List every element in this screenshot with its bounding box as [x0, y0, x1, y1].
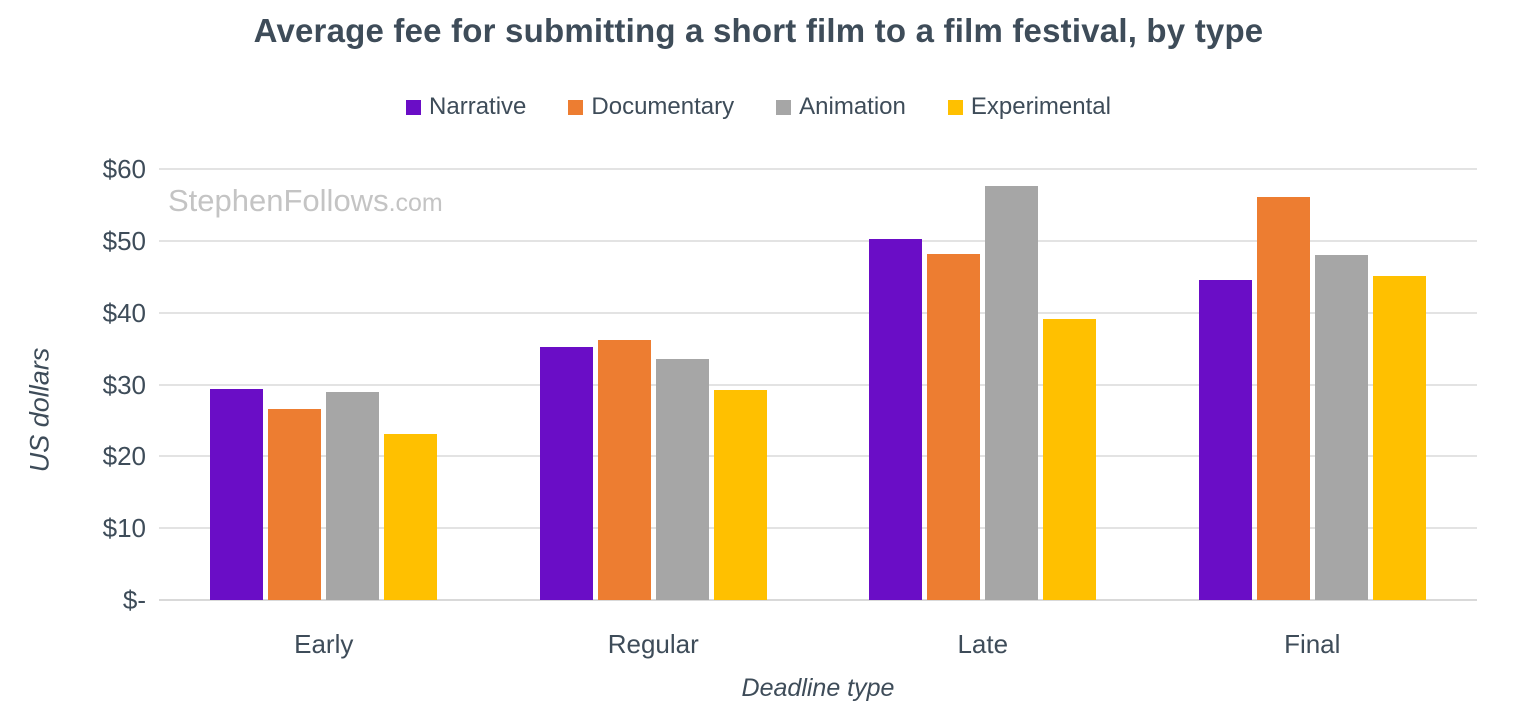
bar-animation-regular [655, 359, 709, 600]
bar-animation-early [326, 392, 380, 600]
y-tick-label-40: $40 [102, 297, 146, 328]
bar-group-early [159, 169, 489, 600]
bar-group-final [1148, 169, 1478, 600]
watermark: StephenFollows.com [168, 183, 443, 219]
watermark-main: StephenFollows [168, 183, 389, 218]
plot-area: StephenFollows.com [159, 168, 1477, 601]
y-tick-label-30: $30 [102, 369, 146, 400]
y-tick-label-50: $50 [102, 225, 146, 256]
legend-item-narrative: Narrative [406, 93, 526, 121]
x-label-late: Late [957, 629, 1009, 659]
gridline-10 [159, 527, 1477, 530]
legend-item-experimental: Experimental [947, 93, 1111, 121]
chart-title: Average fee for submitting a short film … [253, 12, 1264, 49]
y-tick-label-20: $20 [102, 441, 146, 472]
x-label-early: Early [294, 629, 354, 659]
legend-label-animation: Animation [799, 93, 906, 120]
bar-documentary-regular [597, 339, 651, 600]
bar-documentary-final [1256, 197, 1310, 600]
legend-swatch-experimental [947, 99, 963, 115]
gridline-50 [159, 239, 1477, 242]
x-label-regular: Regular [607, 629, 699, 659]
gridline-30 [159, 383, 1477, 386]
bar-animation-late [985, 186, 1039, 600]
watermark-suffix: .com [388, 189, 443, 217]
y-tick-label-60: $60 [102, 154, 146, 184]
gridline-0 [159, 599, 1477, 601]
legend-item-documentary: Documentary [568, 93, 734, 121]
legend-swatch-animation [776, 99, 792, 115]
y-tick-label-10: $10 [102, 513, 146, 544]
gridline-40 [159, 311, 1477, 314]
bar-documentary-late [927, 253, 981, 600]
legend-item-animation: Animation [776, 93, 906, 121]
bar-group-regular [489, 169, 819, 600]
y-axis-ticks: $- $10 $20 $30 $40 $50 $60 [0, 156, 146, 613]
bar-narrative-early [210, 388, 264, 600]
x-label-final: Final [1284, 629, 1341, 659]
bars-row [159, 169, 1477, 600]
legend-label-documentary: Documentary [591, 93, 735, 120]
legend-swatch-narrative [406, 99, 422, 115]
bar-experimental-late [1043, 319, 1097, 600]
gridline-60 [159, 168, 1477, 170]
gridline-20 [159, 455, 1477, 458]
bar-narrative-final [1198, 279, 1252, 600]
x-axis-title: Deadline type [741, 674, 895, 702]
legend-label-experimental: Experimental [970, 93, 1111, 120]
y-tick-label-0: $- [122, 585, 146, 615]
x-axis-labels: Early Regular Late Final [159, 629, 1477, 660]
legend: Narrative Documentary Animation Experimenta… [0, 93, 1517, 121]
bar-experimental-final [1372, 276, 1426, 600]
bar-documentary-early [268, 408, 322, 600]
bar-group-late [818, 169, 1148, 600]
bar-narrative-regular [539, 347, 593, 600]
bar-animation-final [1314, 255, 1368, 600]
bar-experimental-early [384, 434, 438, 600]
bar-narrative-late [869, 238, 923, 600]
legend-label-narrative: Narrative [429, 93, 527, 120]
bar-experimental-regular [713, 390, 767, 600]
legend-swatch-documentary [568, 99, 584, 115]
